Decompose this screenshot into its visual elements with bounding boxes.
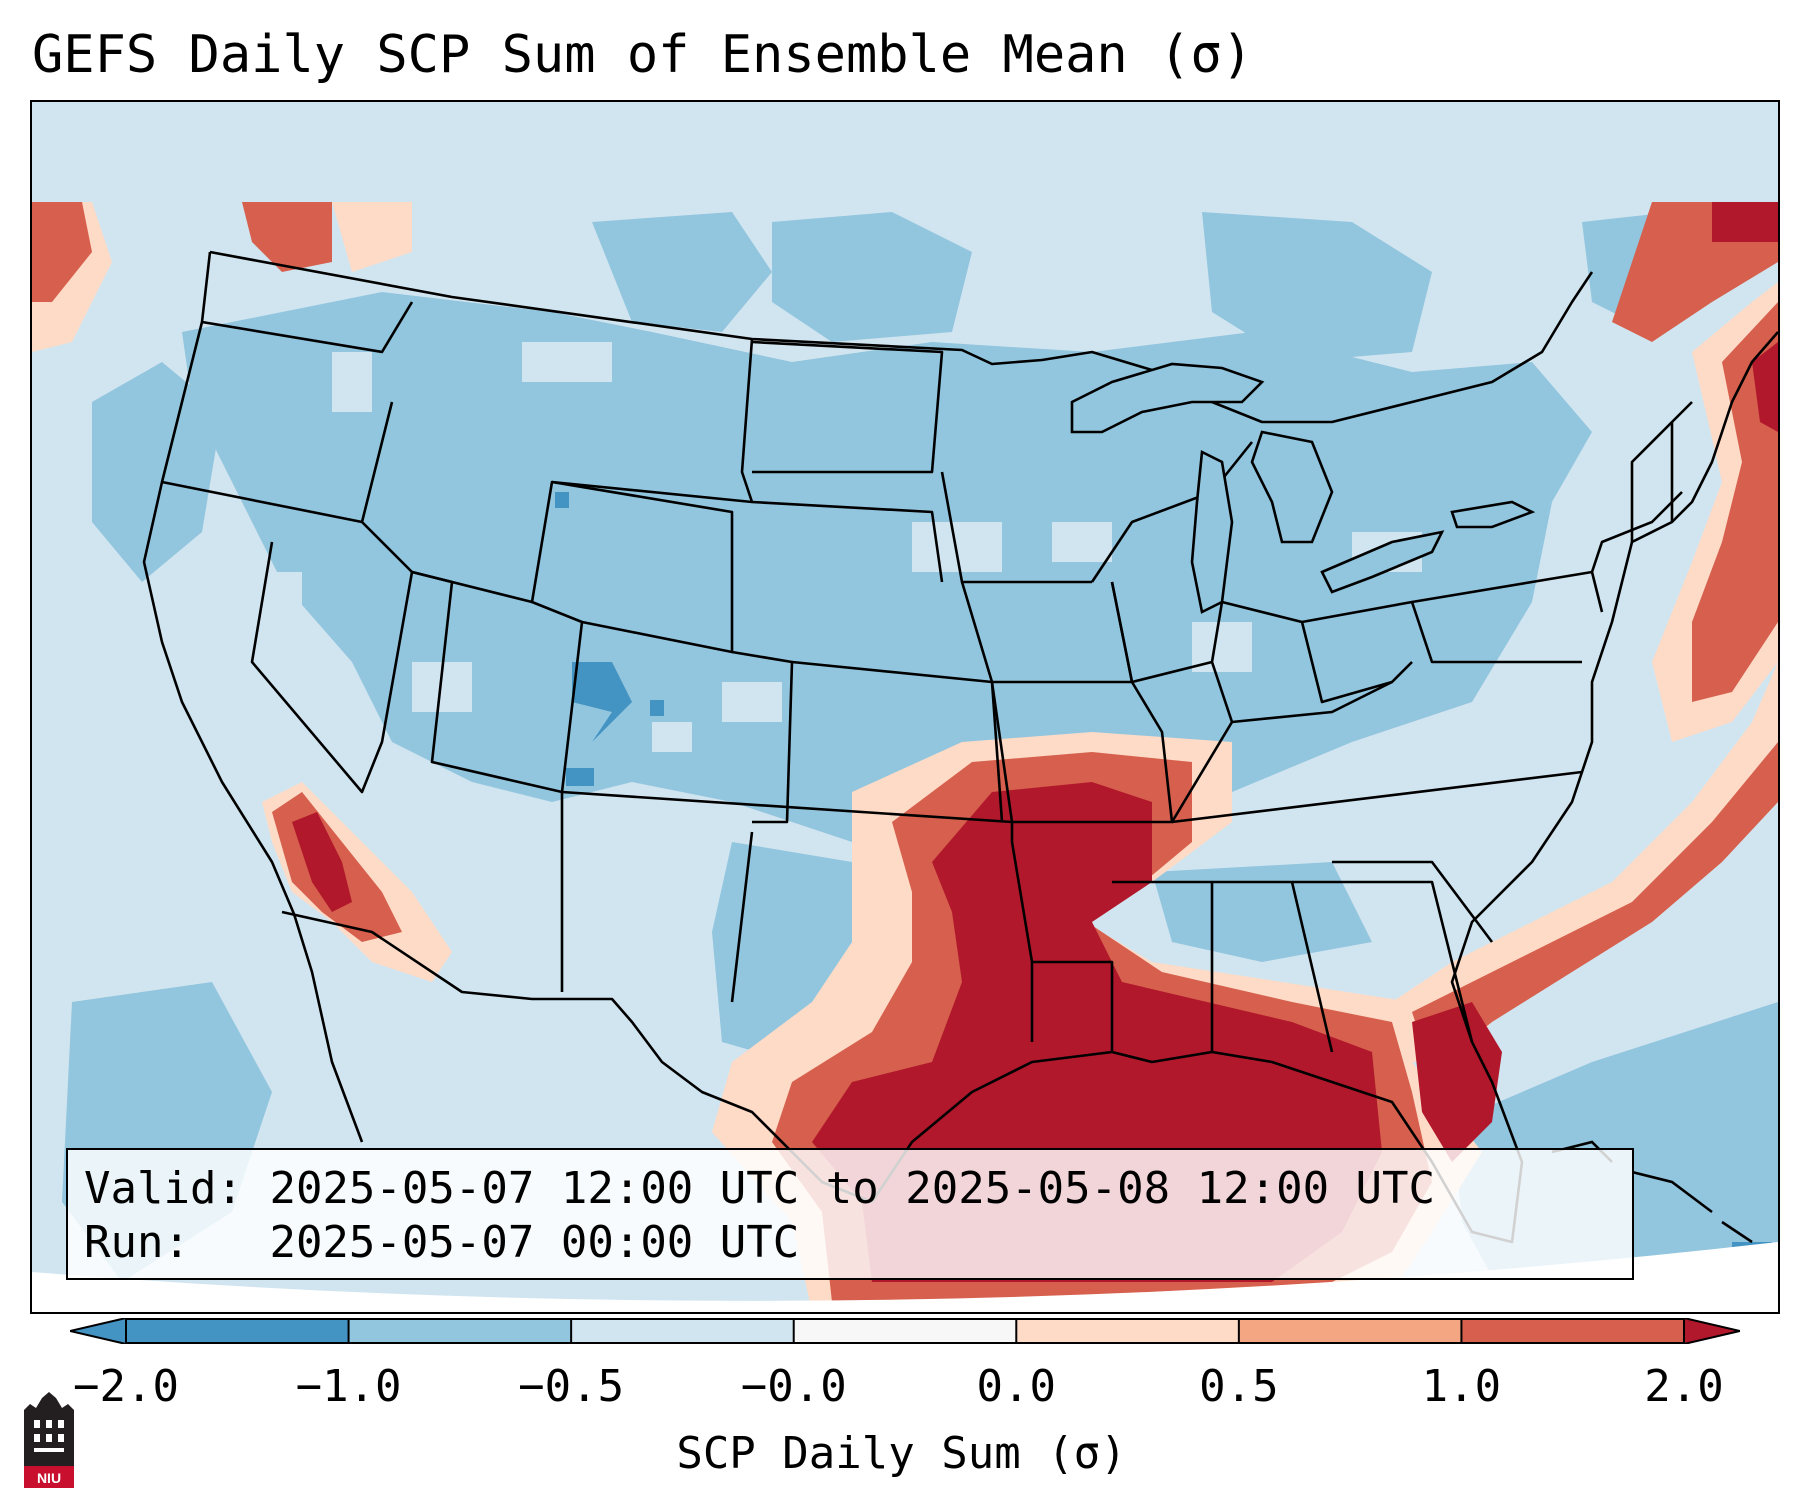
colorbar-segment (1461, 1318, 1685, 1344)
colorbar-tick-label: −2.0 (73, 1361, 179, 1412)
colorbar-tick-label: −0.0 (740, 1361, 847, 1412)
negative-area-interior (182, 292, 1592, 842)
colorbar-tick-label: −0.5 (518, 1361, 625, 1412)
colorbar-tick-label: −1.0 (295, 1361, 402, 1412)
negative-area-southeast (1152, 862, 1372, 962)
colorbar-tick-label: 0.5 (1199, 1361, 1279, 1412)
strong-negative-pixel-1 (572, 662, 632, 742)
run-label: Run: (84, 1217, 190, 1268)
west-coast (142, 251, 364, 1143)
validity-info-box: Valid: 2025-05-07 12:00 UTC to 2025-05-0… (66, 1148, 1634, 1280)
valid-row: Valid: 2025-05-07 12:00 UTC to 2025-05-0… (84, 1162, 1618, 1216)
colorbar-segment (348, 1318, 572, 1344)
colorbar-tick-label: 1.0 (1421, 1361, 1502, 1412)
colorbar-extend-high (1683, 1318, 1740, 1344)
negative-area-saskatchewan (592, 212, 772, 332)
logo-text: NIU (37, 1470, 61, 1486)
negative-area-north (772, 212, 972, 342)
positive-moderate-atlantic (1412, 742, 1778, 1062)
negative-area-pacific-nw (92, 362, 222, 582)
positive-weak-atlantic (1392, 662, 1778, 1062)
run-value: 2025-05-07 00:00 UTC (269, 1217, 800, 1268)
positive-moderate-pnw (32, 202, 92, 302)
strong-negative-pixel-4 (555, 492, 569, 508)
positive-strong-maritimes (1712, 202, 1778, 242)
colorbar-segment (1238, 1318, 1462, 1344)
colorbar-label: SCP Daily Sum (σ) (676, 1428, 1127, 1479)
colorbar-tick-label: 0.0 (976, 1361, 1057, 1412)
valid-value: 2025-05-07 12:00 UTC to 2025-05-08 12:00… (269, 1163, 1436, 1214)
positive-moderate-offshore (1692, 302, 1778, 702)
positive-moderate-bc (242, 202, 332, 272)
positive-strong-socal (292, 812, 352, 912)
negative-area-ontario (1202, 212, 1432, 362)
positive-strong-florida (1412, 1002, 1502, 1162)
scp-map (32, 102, 1778, 1312)
lake-huron (1250, 430, 1334, 544)
map-panel (30, 100, 1780, 1314)
lake-ontario (1450, 500, 1536, 529)
colorbar-extend-low (70, 1318, 127, 1344)
colorbar-tick-label: 2.0 (1644, 1361, 1724, 1412)
page-title: GEFS Daily SCP Sum of Ensemble Mean (σ) (32, 25, 1253, 85)
valid-label: Valid: (84, 1163, 243, 1214)
run-row: Run: 2025-05-07 00:00 UTC (84, 1216, 1618, 1270)
colorbar (70, 1318, 1740, 1344)
lake-erie (1320, 530, 1445, 594)
strong-negative-pixel-3 (650, 700, 664, 716)
colorbar-segment (126, 1318, 350, 1344)
projection-edge (32, 1242, 1778, 1312)
lake-michigan (1190, 449, 1234, 614)
strong-negative-pixel-2 (566, 768, 594, 786)
colorbar-segment (1016, 1318, 1240, 1344)
positive-weak-bc (332, 202, 412, 272)
positive-strong-offshore (1752, 342, 1778, 432)
lake-superior (1070, 362, 1265, 434)
great-lakes (1070, 362, 1536, 614)
university-logo-icon: NIU (24, 1392, 74, 1488)
colorbar-segment (793, 1318, 1017, 1344)
colorbar-segment (571, 1318, 795, 1344)
east-coast (1450, 331, 1778, 1043)
light-speckles (232, 342, 1422, 902)
